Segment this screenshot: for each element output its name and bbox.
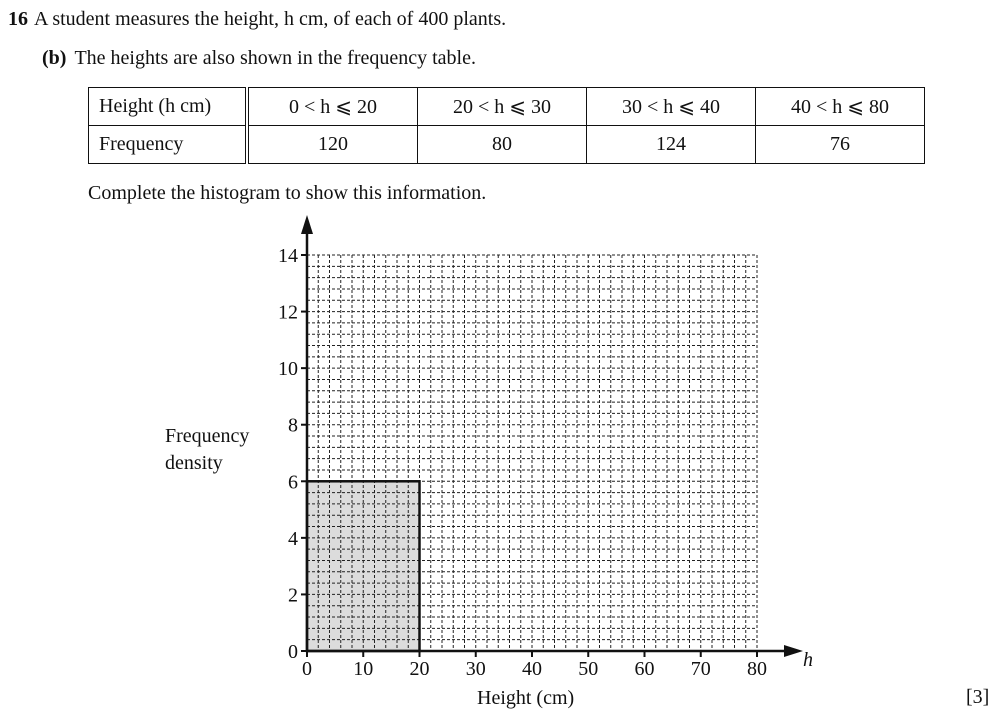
y-axis-arrow-icon [301,215,313,234]
table-cell: 20 < h ⩽ 30 [417,87,587,126]
x-tick-label: 30 [466,658,486,680]
x-tick-label: 70 [691,658,711,680]
table-cell: 120 [246,125,418,164]
y-tick-label: 6 [288,471,298,493]
y-tick-label: 0 [288,641,298,663]
y-tick-label: 12 [278,302,298,324]
x-axis-symbol: h [803,649,813,671]
table-cell: 80 [417,125,587,164]
x-tick-label: 20 [410,658,430,680]
table-cell: 124 [586,125,756,164]
y-tick-label: 10 [278,358,298,380]
table-row-label: Frequency [88,125,249,164]
table-cell: 30 < h ⩽ 40 [586,87,756,126]
x-tick-label: 0 [302,658,312,680]
y-tick-label: 2 [288,584,298,606]
y-tick-label: 4 [288,528,298,550]
instruction: Complete the histogram to show this info… [88,182,487,204]
x-tick-label: 50 [578,658,598,680]
frequency-table: Height (h cm) 0 < h ⩽ 20 20 < h ⩽ 30 30 … [88,87,925,164]
marks: [3] [966,686,990,708]
x-tick-label: 40 [522,658,542,680]
y-tick-label: 14 [278,245,298,267]
part-label: (b) [42,47,67,69]
y-axis-label: Frequency density [165,425,250,474]
question-stem: 16 A student measures the height, h cm, o… [8,8,507,30]
x-axis-arrow-icon [784,645,803,657]
table-header-row: Height (h cm) 0 < h ⩽ 20 20 < h ⩽ 30 30 … [88,87,925,126]
table-cell: 40 < h ⩽ 80 [755,87,925,126]
y-tick-label: 8 [288,415,298,437]
table-cell: 76 [755,125,925,164]
table-row: Frequency 120 80 124 76 [88,125,925,164]
question-part: (b) The heights are also shown in the fre… [42,47,476,69]
x-tick-label: 10 [353,658,373,680]
x-tick-label: 60 [635,658,655,680]
table-header-label: Height (h cm) [88,87,249,126]
question-number: 16 [8,8,28,30]
x-axis-label: Height (cm) [477,687,575,709]
x-tick-label: 80 [747,658,767,680]
